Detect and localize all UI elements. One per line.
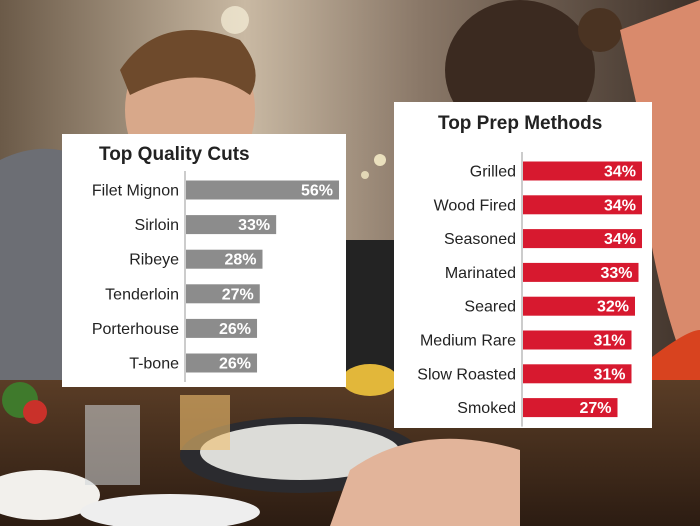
prep-value-label: 32% <box>597 299 629 316</box>
prep-value-label: 33% <box>600 265 632 282</box>
quality-cuts-panel: Top Quality Cuts Filet Mignon 56% Sirloin 3… <box>62 134 346 387</box>
cuts-bar <box>186 284 260 304</box>
prep-value-label: 31% <box>593 366 625 383</box>
prep-bar <box>523 195 642 215</box>
prep-value-label: 34% <box>604 197 636 214</box>
prep-methods-panel: Top Prep Methods Grilled 34% Wood Fired 34%… <box>394 102 652 428</box>
prep-category-label: Medium Rare <box>420 333 516 350</box>
cuts-category-label: Sirloin <box>135 217 179 234</box>
prep-category-label: Seasoned <box>444 231 516 248</box>
prep-bar <box>523 161 642 181</box>
cuts-bar <box>186 353 258 373</box>
cuts-value-label: 28% <box>224 252 256 269</box>
prep-bar <box>523 364 632 384</box>
cuts-value-label: 33% <box>238 217 270 234</box>
cuts-category-label: Tenderloin <box>105 286 179 303</box>
prep-category-label: Grilled <box>470 164 516 181</box>
prep-category-label: Wood Fired <box>434 197 516 214</box>
cuts-bar <box>186 249 263 269</box>
prep-bar <box>523 296 635 316</box>
prep-bar <box>523 330 632 350</box>
prep-methods-title: Top Prep Methods <box>438 113 602 134</box>
prep-value-label: 27% <box>579 400 611 417</box>
cuts-bar <box>186 318 258 338</box>
cuts-value-label: 26% <box>219 321 251 338</box>
cuts-category-label: Filet Mignon <box>92 183 179 200</box>
prep-category-label: Marinated <box>445 265 516 282</box>
cuts-bar <box>186 180 339 200</box>
quality-cuts-chart: Top Quality Cuts Filet Mignon 56% Sirloin 3… <box>92 144 339 382</box>
prep-bar <box>523 229 642 249</box>
prep-category-label: Smoked <box>457 400 516 417</box>
cuts-category-label: T-bone <box>129 356 179 373</box>
cuts-category-label: Porterhouse <box>92 321 179 338</box>
prep-category-label: Slow Roasted <box>417 366 516 383</box>
quality-cuts-title: Top Quality Cuts <box>99 144 250 165</box>
prep-category-label: Seared <box>464 299 516 316</box>
cuts-value-label: 27% <box>222 286 254 303</box>
cuts-value-label: 56% <box>301 183 333 200</box>
cuts-bar <box>186 215 277 235</box>
prep-value-label: 34% <box>604 231 636 248</box>
prep-bar <box>523 398 618 418</box>
prep-methods-chart: Top Prep Methods Grilled 34% Wood Fired 34%… <box>417 113 642 427</box>
prep-value-label: 34% <box>604 164 636 181</box>
cuts-value-label: 26% <box>219 356 251 373</box>
prep-bar <box>523 262 639 282</box>
cuts-category-label: Ribeye <box>129 252 179 269</box>
prep-value-label: 31% <box>593 333 625 350</box>
